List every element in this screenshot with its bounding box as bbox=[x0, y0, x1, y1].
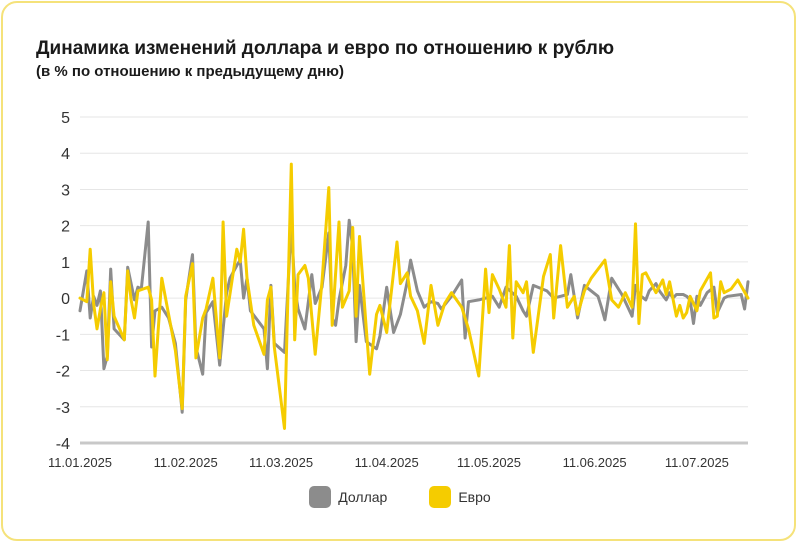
x-tick-label: 11.04.2025 bbox=[355, 455, 419, 470]
y-tick-label: 4 bbox=[61, 146, 70, 163]
y-tick-label: 2 bbox=[61, 219, 70, 236]
legend-label-dollar: Доллар bbox=[338, 489, 388, 505]
y-tick-label: -1 bbox=[56, 327, 70, 344]
x-tick-label: 11.02.2025 bbox=[154, 455, 218, 470]
y-tick-label: -4 bbox=[56, 436, 70, 453]
chart-title: Динамика изменений доллара и евро по отн… bbox=[36, 38, 615, 59]
legend-item-euro[interactable]: Евро bbox=[429, 486, 491, 508]
x-tick-label: 11.06.2025 bbox=[563, 455, 627, 470]
y-tick-label: 1 bbox=[61, 255, 70, 272]
y-tick-label: -2 bbox=[56, 364, 70, 381]
series-line-euro bbox=[78, 162, 750, 430]
x-tick-label: 11.07.2025 bbox=[665, 455, 729, 470]
y-tick-label: -3 bbox=[56, 400, 70, 417]
y-tick-label: 0 bbox=[61, 291, 70, 308]
x-tick-label: 11.05.2025 bbox=[457, 455, 521, 470]
legend-item-dollar[interactable]: Доллар bbox=[309, 486, 387, 508]
legend: Доллар Евро bbox=[0, 486, 800, 508]
chart-subtitle: (в % по отношению к предыдущему дню) bbox=[36, 63, 344, 80]
legend-label-euro: Евро bbox=[458, 489, 491, 505]
x-tick-label: 11.03.2025 bbox=[249, 455, 313, 470]
legend-swatch-euro bbox=[429, 486, 452, 508]
x-tick-label: 11.01.2025 bbox=[48, 455, 112, 470]
legend-swatch-dollar bbox=[309, 486, 332, 508]
y-tick-label: 3 bbox=[61, 182, 70, 199]
y-tick-label: 5 bbox=[61, 110, 70, 127]
